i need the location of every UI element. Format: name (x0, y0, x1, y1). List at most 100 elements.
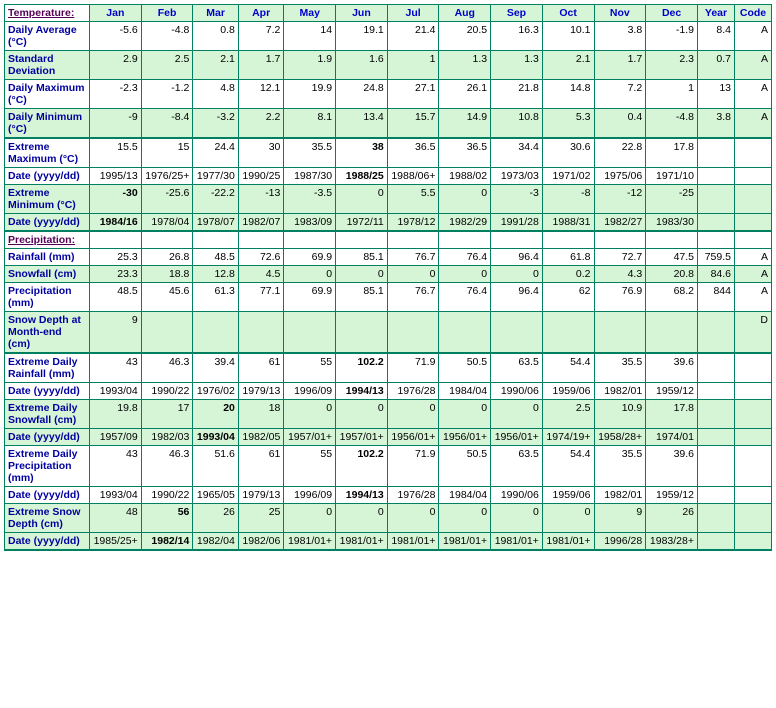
cell: A (735, 266, 772, 283)
cell (336, 312, 388, 354)
row-label: Date (yyyy/dd) (5, 533, 90, 551)
row-label: Daily Minimum (°C) (5, 109, 90, 139)
table-row: Daily Average (°C)-5.6-4.80.87.21419.121… (5, 22, 772, 51)
cell: 69.9 (284, 283, 336, 312)
cell: 1.7 (594, 51, 646, 80)
cell: 34.4 (491, 138, 543, 168)
cell: 1958/28+ (594, 429, 646, 446)
cell: 5.5 (387, 185, 439, 214)
cell: 26 (646, 504, 698, 533)
table-row: Date (yyyy/dd)1985/25+1982/141982/041982… (5, 533, 772, 551)
cell (387, 312, 439, 354)
cell: 1988/25 (336, 168, 388, 185)
cell (387, 231, 439, 249)
cell: 51.6 (193, 446, 239, 487)
cell: D (735, 312, 772, 354)
cell: -13 (238, 185, 284, 214)
cell: 39.6 (646, 353, 698, 383)
cell: 48 (90, 504, 142, 533)
cell: 1956/01+ (387, 429, 439, 446)
cell (698, 231, 735, 249)
cell: 1982/06 (238, 533, 284, 551)
row-label: Standard Deviation (5, 51, 90, 80)
cell: 54.4 (542, 353, 594, 383)
col-aug: Aug (439, 5, 491, 22)
cell: 102.2 (336, 353, 388, 383)
cell: 0 (439, 504, 491, 533)
cell: 1973/03 (491, 168, 543, 185)
table-row: Date (yyyy/dd)1993/041990/221965/051979/… (5, 487, 772, 504)
cell (698, 312, 735, 354)
cell (439, 312, 491, 354)
cell: 1990/22 (141, 487, 193, 504)
cell: 54.4 (542, 446, 594, 487)
cell (698, 504, 735, 533)
cell: 0 (284, 504, 336, 533)
cell (698, 400, 735, 429)
cell: 76.4 (439, 283, 491, 312)
cell: 10.8 (491, 109, 543, 139)
table-row: Daily Maximum (°C)-2.3-1.24.812.119.924.… (5, 80, 772, 109)
cell: -3.2 (193, 109, 239, 139)
cell: 2.3 (646, 51, 698, 80)
table-row: Extreme Minimum (°C)-30-25.6-22.2-13-3.5… (5, 185, 772, 214)
cell (238, 231, 284, 249)
cell (735, 400, 772, 429)
cell: 1981/01+ (284, 533, 336, 551)
header-row: Temperature: Jan Feb Mar Apr May Jun Jul… (5, 5, 772, 22)
cell: 1988/31 (542, 214, 594, 232)
cell: 96.4 (491, 249, 543, 266)
cell: 55 (284, 446, 336, 487)
cell (141, 312, 193, 354)
cell: 15.7 (387, 109, 439, 139)
cell: 14 (284, 22, 336, 51)
cell: 1991/28 (491, 214, 543, 232)
cell (542, 312, 594, 354)
cell: 4.3 (594, 266, 646, 283)
cell: A (735, 51, 772, 80)
cell: 1.9 (284, 51, 336, 80)
cell: 20.8 (646, 266, 698, 283)
cell: 18 (238, 400, 284, 429)
cell: 22.8 (594, 138, 646, 168)
row-label: Date (yyyy/dd) (5, 429, 90, 446)
cell (735, 214, 772, 232)
row-label: Precipitation (mm) (5, 283, 90, 312)
cell: 1959/06 (542, 383, 594, 400)
cell (735, 504, 772, 533)
cell: 0 (439, 266, 491, 283)
cell: 72.6 (238, 249, 284, 266)
precipitation-section-header: Precipitation: (5, 231, 90, 249)
cell: 84.6 (698, 266, 735, 283)
cell: -8.4 (141, 109, 193, 139)
cell (735, 533, 772, 551)
cell: 27.1 (387, 80, 439, 109)
cell: 77.1 (238, 283, 284, 312)
cell (193, 312, 239, 354)
cell: 62 (542, 283, 594, 312)
table-row: Extreme Daily Snowfall (cm)19.8172018000… (5, 400, 772, 429)
cell: 1.6 (336, 51, 388, 80)
cell: 1994/13 (336, 487, 388, 504)
cell: 1977/30 (193, 168, 239, 185)
cell: 85.1 (336, 249, 388, 266)
cell: 1993/04 (90, 487, 142, 504)
cell (594, 231, 646, 249)
cell: 26.1 (439, 80, 491, 109)
cell: 844 (698, 283, 735, 312)
cell: 76.7 (387, 249, 439, 266)
cell: 1979/13 (238, 487, 284, 504)
cell: 43 (90, 353, 142, 383)
cell: -3 (491, 185, 543, 214)
cell: 68.2 (646, 283, 698, 312)
cell: A (735, 283, 772, 312)
cell: 10.1 (542, 22, 594, 51)
cell: 1996/09 (284, 383, 336, 400)
cell: 15 (141, 138, 193, 168)
cell: 9 (594, 504, 646, 533)
cell: 85.1 (336, 283, 388, 312)
cell (491, 312, 543, 354)
cell: 0 (439, 185, 491, 214)
cell: 1984/04 (439, 383, 491, 400)
cell: 1.3 (491, 51, 543, 80)
